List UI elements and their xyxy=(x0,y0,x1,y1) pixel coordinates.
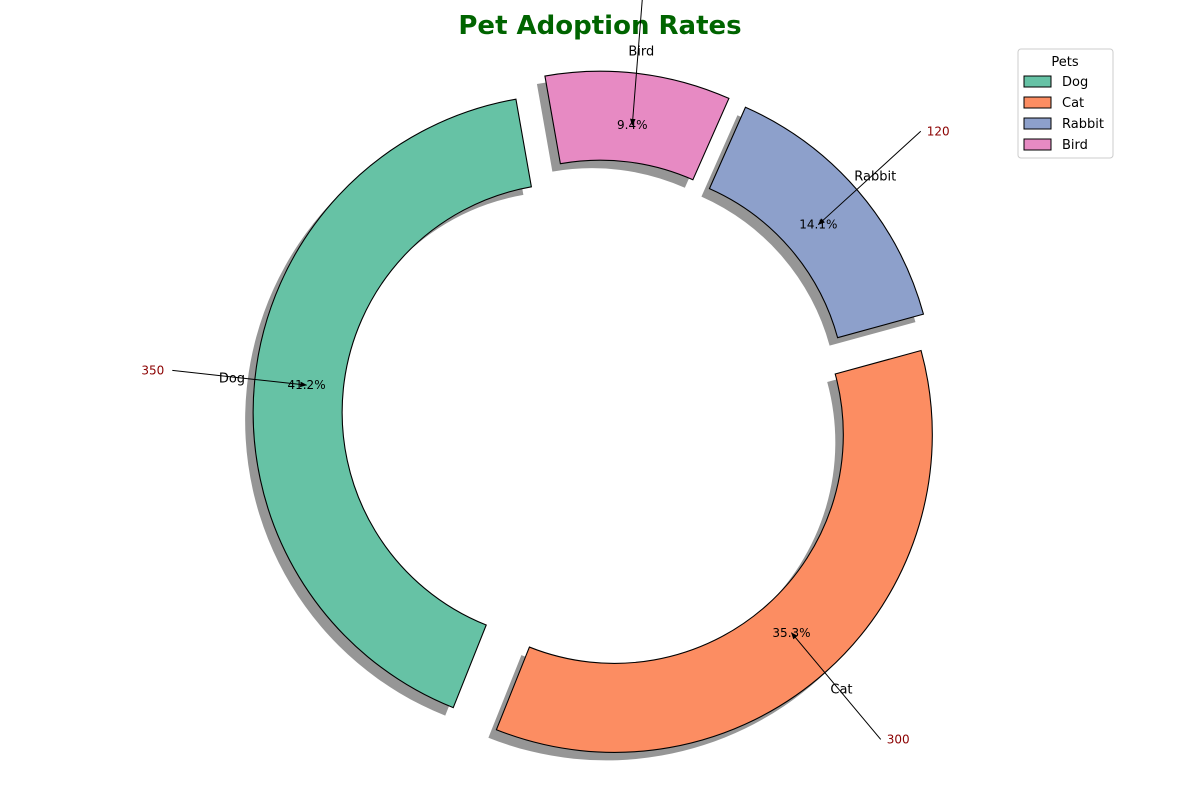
legend-label-cat: Cat xyxy=(1062,96,1084,111)
legend: Pets Dog Cat Rabbit Bird xyxy=(1017,48,1114,159)
legend-swatch-rabbit xyxy=(1023,117,1052,130)
value-label-dog: 350 xyxy=(141,363,164,377)
category-label-rabbit: Rabbit xyxy=(854,170,896,185)
legend-label-dog: Dog xyxy=(1062,75,1088,90)
annotation-arrow-dog xyxy=(172,369,308,388)
legend-title: Pets xyxy=(1051,55,1078,70)
donut-slices xyxy=(252,70,933,753)
category-label-bird: Bird xyxy=(628,45,654,60)
annotation-arrow-cat xyxy=(791,632,882,740)
legend-swatch-cat xyxy=(1023,96,1052,109)
legend-label-rabbit: Rabbit xyxy=(1062,117,1104,132)
slice-dog xyxy=(252,98,533,709)
legend-items: Dog Cat Rabbit Bird xyxy=(1023,75,1104,153)
category-label-cat: Cat xyxy=(830,683,852,698)
legend-swatch-bird xyxy=(1023,138,1052,151)
annotation-arrow-rabbit xyxy=(817,130,922,226)
slice-bird xyxy=(544,70,730,181)
slice-rabbit xyxy=(708,106,925,339)
legend-swatch-dog xyxy=(1023,75,1052,88)
value-label-cat: 300 xyxy=(887,732,910,746)
slice-cat xyxy=(495,349,933,753)
value-label-rabbit: 120 xyxy=(927,124,950,138)
legend-label-bird: Bird xyxy=(1062,138,1088,153)
value-annotations: 41.2%Dog35035.3%Cat30014.1%Rabbit1209.4%… xyxy=(141,0,950,746)
category-label-dog: Dog xyxy=(219,371,245,386)
annotation-arrow-bird xyxy=(629,0,643,126)
chart-title: Pet Adoption Rates xyxy=(458,11,741,41)
